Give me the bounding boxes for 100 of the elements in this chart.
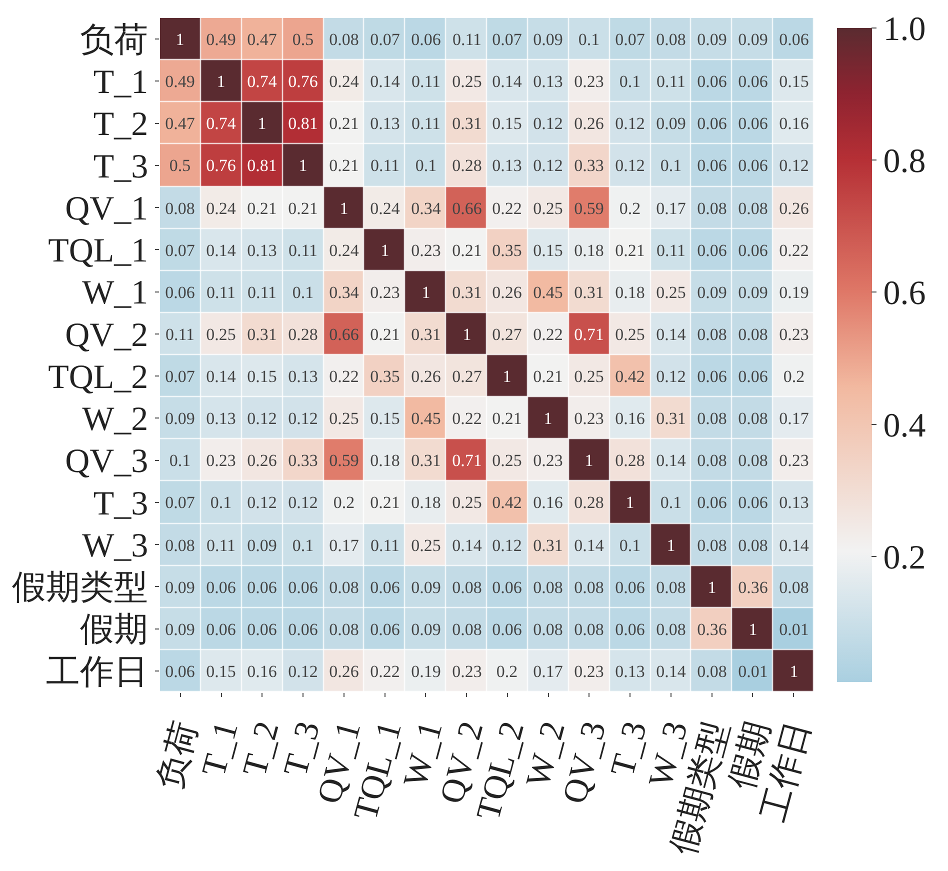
color-bar-label: 1.0 [883,10,926,48]
data-label: 0.11 [411,72,441,91]
data-label: 0.23 [411,240,441,260]
data-label: 0.5 [292,30,314,49]
data-label: 0.16 [247,662,277,681]
data-label: 0.06 [779,30,809,49]
data-label: 0.13 [533,72,563,91]
data-label: 0.12 [615,114,645,133]
data-label: 0.08 [697,536,727,555]
data-label: 0.06 [738,156,768,175]
data-label: 0.11 [656,72,686,91]
data-label: 0.23 [206,450,236,470]
data-label: 0.01 [738,662,768,681]
data-label: 0.15 [247,366,277,386]
data-label: 0.06 [247,578,277,597]
data-label: 0.45 [533,282,563,302]
data-label: 0.06 [697,156,727,175]
data-label: 0.22 [329,366,359,386]
data-label: 0.24 [329,72,360,91]
data-label: 0.06 [411,30,441,49]
data-label: 0.13 [370,114,400,133]
data-label: 0.28 [574,492,604,512]
data-label: 0.08 [656,578,686,597]
y-tick-label: QV_2 [65,316,148,354]
data-label: 0.12 [779,156,809,175]
y-tick-label: T_1 [93,64,148,102]
data-label: 0.76 [288,72,318,91]
data-label: 0.11 [411,114,441,133]
y-tick-label: T_3 [93,148,148,186]
data-label: 0.18 [370,450,400,470]
data-label: 0.09 [738,282,768,302]
data-label: 0.1 [292,536,314,555]
data-label: 0.09 [738,30,768,49]
y-tick-label: 假期 [80,612,148,649]
y-tick-label: W_3 [82,527,148,564]
data-label: 0.71 [452,450,482,470]
data-label: 0.34 [329,282,360,302]
data-label: 0.11 [370,156,400,175]
data-label: 0.49 [206,30,236,49]
data-label: 0.08 [697,450,727,470]
data-label: 0.06 [615,620,645,639]
data-label: 0.1 [578,30,600,49]
data-label: 0.74 [206,114,236,133]
data-label: 0.13 [615,662,645,681]
data-label: 0.19 [779,282,809,302]
data-label: 0.12 [533,114,563,133]
y-tick-label: W_2 [82,401,148,438]
data-label: 0.09 [165,408,195,428]
color-bar-label: 0.4 [883,407,926,444]
data-label: 0.15 [779,72,809,91]
data-label: 0.23 [779,450,809,470]
data-label: 0.07 [615,30,646,49]
data-label: 0.25 [206,324,236,344]
data-label: 0.14 [656,662,686,681]
data-label: 1 [176,30,184,49]
data-label: 0.25 [533,198,563,218]
data-label: 0.06 [738,492,768,512]
data-label: 1 [422,282,430,302]
data-label: 0.21 [370,492,400,512]
data-label: 0.15 [206,662,236,681]
data-label: 0.26 [492,282,522,302]
data-label: 0.22 [452,408,482,428]
data-label: 0.08 [738,450,768,470]
data-label: 0.21 [452,240,482,260]
data-label: 0.09 [411,620,441,639]
color-bar-label: 0.6 [883,275,926,312]
data-label: 0.21 [329,156,359,175]
data-label: 0.16 [615,408,645,428]
data-label: 0.31 [452,114,482,133]
data-label: 0.2 [783,366,805,386]
data-label: 0.09 [533,30,563,49]
data-label: 0.14 [206,240,236,260]
data-label: 0.25 [452,72,482,91]
y-tick-label: 负荷 [80,22,148,59]
data-label: 0.25 [329,408,359,428]
data-label: 0.1 [619,72,641,91]
data-label: 0.07 [165,366,196,386]
data-label: 0.06 [206,578,236,597]
data-label: 1 [502,366,512,386]
data-label: 0.08 [165,198,195,218]
data-label: 0.25 [656,282,686,302]
data-label: 0.11 [370,536,400,555]
data-label: 1 [216,72,226,91]
data-label: 0.26 [779,198,809,218]
data-label: 0.17 [329,536,360,555]
data-label: 0.23 [370,282,400,302]
data-label: 0.06 [370,620,400,639]
data-label: 0.25 [411,536,441,555]
data-label: 0.17 [533,662,564,681]
data-label: 1 [258,114,266,133]
data-label: 1 [748,620,758,639]
data-label: 0.1 [660,156,682,175]
data-label: 0.24 [329,240,360,260]
data-label: 0.08 [697,198,727,218]
data-label: 0.1 [619,536,641,555]
data-label: 0.31 [411,450,441,470]
y-tick-label: QV_3 [65,443,148,480]
data-label: 0.08 [533,578,563,597]
data-label: 0.08 [165,536,195,555]
data-label: 0.12 [288,662,318,681]
